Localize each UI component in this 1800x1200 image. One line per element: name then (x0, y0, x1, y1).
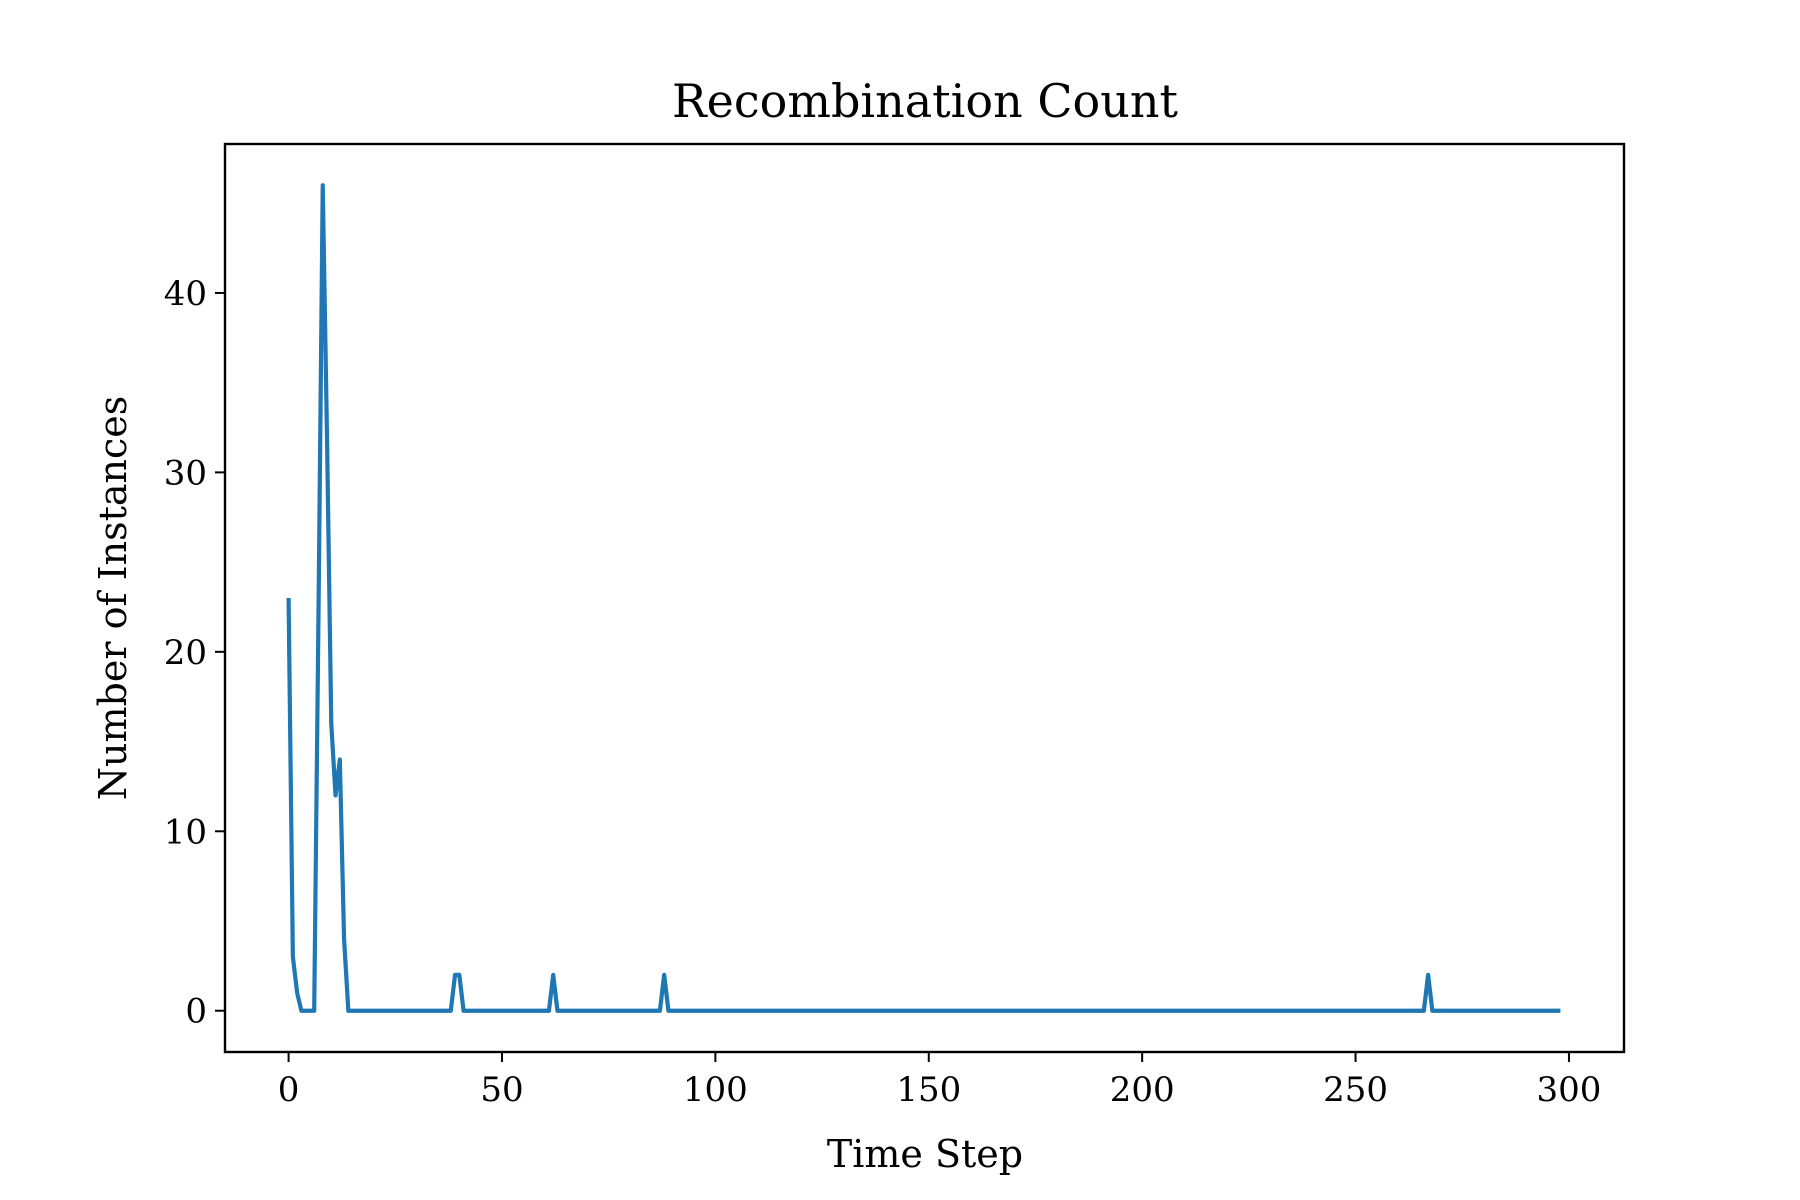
plot-area (286, 183, 1561, 1013)
x-tick-label: 50 (480, 1070, 523, 1110)
x-tick-label: 250 (1323, 1070, 1388, 1110)
y-tick-label: 20 (164, 633, 207, 673)
x-tick-label: 200 (1110, 1070, 1175, 1110)
x-axis-label: Time Step (827, 1132, 1023, 1176)
y-tick-label: 10 (164, 812, 207, 852)
y-axis: 0 10 20 30 40 (164, 274, 225, 1032)
x-tick-label: 300 (1536, 1070, 1601, 1110)
x-tick-label: 100 (683, 1070, 748, 1110)
y-tick-label: 0 (185, 992, 207, 1032)
y-tick-label: 40 (164, 274, 207, 314)
x-tick-label: 150 (896, 1070, 961, 1110)
x-axis: 0 50 100 150 200 250 300 (278, 1052, 1601, 1110)
x-tick-label: 0 (278, 1070, 300, 1110)
y-tick-label: 30 (164, 453, 207, 493)
chart-title: Recombination Count (672, 74, 1178, 128)
y-axis-label: Number of Instances (91, 396, 135, 801)
series-line-0 (286, 183, 1561, 1013)
plot-frame (223, 142, 1626, 1054)
